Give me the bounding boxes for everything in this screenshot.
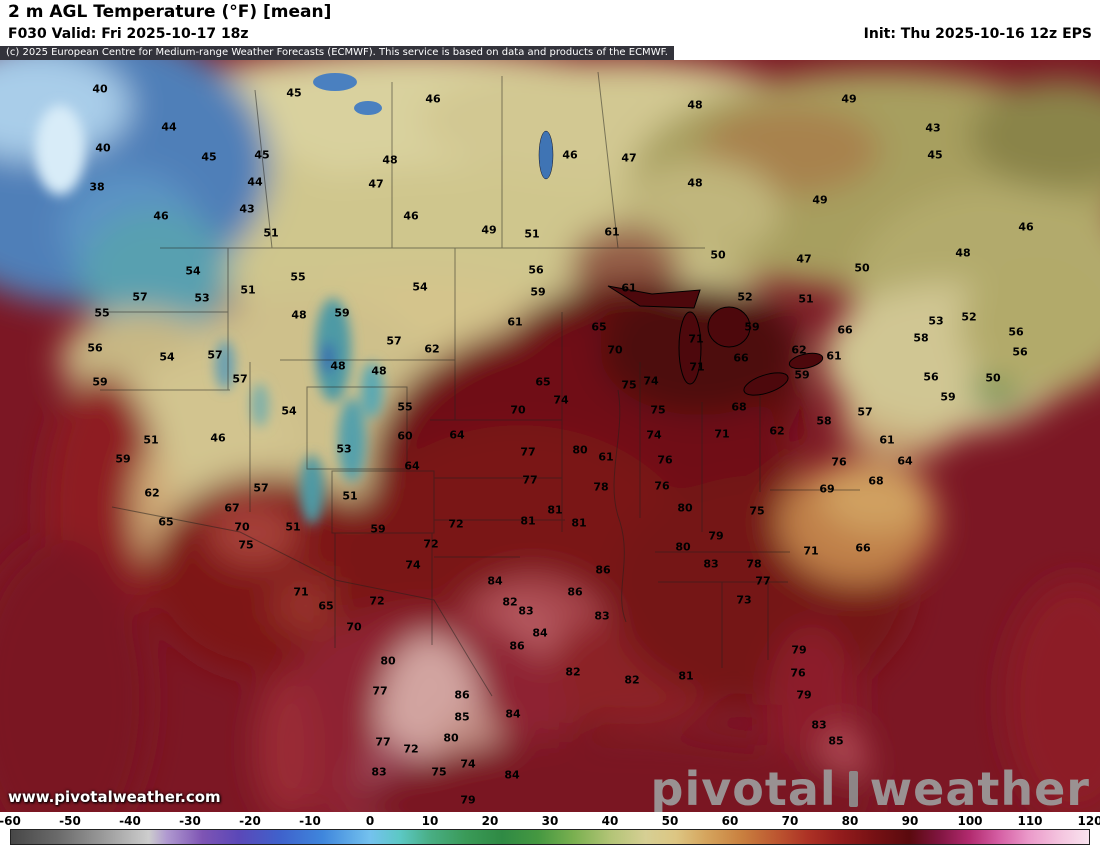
colorbar-tick: 0 <box>365 814 375 828</box>
colorbar-tick: 30 <box>541 814 559 828</box>
page-title: 2 m AGL Temperature (°F) [mean] <box>8 2 332 22</box>
header: 2 m AGL Temperature (°F) [mean] F030 Val… <box>0 0 1100 60</box>
brand-watermark: pivotal weather <box>651 766 1090 812</box>
temperature-field-art <box>0 60 1100 812</box>
colorbar-tick: -30 <box>179 814 201 828</box>
copyright-bar: (c) 2025 European Centre for Medium-rang… <box>0 46 674 60</box>
colorbar-tick: 90 <box>901 814 919 828</box>
colorbar-tick-row: -60 -50 -40 -30 -20 -10 0 10 20 30 40 50 60 70 80 90 100… <box>0 812 1100 829</box>
colorbar-tick: 20 <box>481 814 499 828</box>
colorbar-tick: 50 <box>661 814 679 828</box>
colorbar-tick: 70 <box>781 814 799 828</box>
colorbar: -60 -50 -40 -30 -20 -10 0 10 20 30 40 50 60 70 80 90 100… <box>0 812 1100 850</box>
colorbar-tick: 40 <box>601 814 619 828</box>
colorbar-tick: -60 <box>0 814 21 828</box>
colorbar-tick: 120 <box>1077 814 1100 828</box>
state-borders <box>100 71 860 697</box>
valid-time-label: F030 Valid: Fri 2025-10-17 18z <box>8 26 249 42</box>
colorbar-tick: 60 <box>721 814 739 828</box>
colorbar-tick: 110 <box>1017 814 1043 828</box>
brand-separator-bar <box>848 771 858 807</box>
colorbar-gradient-strip <box>10 829 1090 845</box>
great-lakes <box>313 73 824 396</box>
colorbar-tick: -40 <box>119 814 141 828</box>
colorbar-tick: -50 <box>59 814 81 828</box>
init-time-label: Init: Thu 2025-10-16 12z EPS <box>863 26 1092 42</box>
colorbar-tick: -20 <box>239 814 261 828</box>
brand-word-pivotal: pivotal <box>650 762 837 812</box>
colorbar-tick: -10 <box>299 814 321 828</box>
colorbar-tick: 100 <box>957 814 983 828</box>
brand-word-weather: weather <box>869 762 1090 812</box>
site-url: www.pivotalweather.com <box>8 788 221 806</box>
colorbar-tick: 10 <box>421 814 439 828</box>
colorbar-tick: 80 <box>841 814 859 828</box>
map-canvas[interactable]: 40 45 46 48 49 43 44 40 45 45 48 46 47 45 38 44 47 48 49 46… <box>0 60 1100 812</box>
